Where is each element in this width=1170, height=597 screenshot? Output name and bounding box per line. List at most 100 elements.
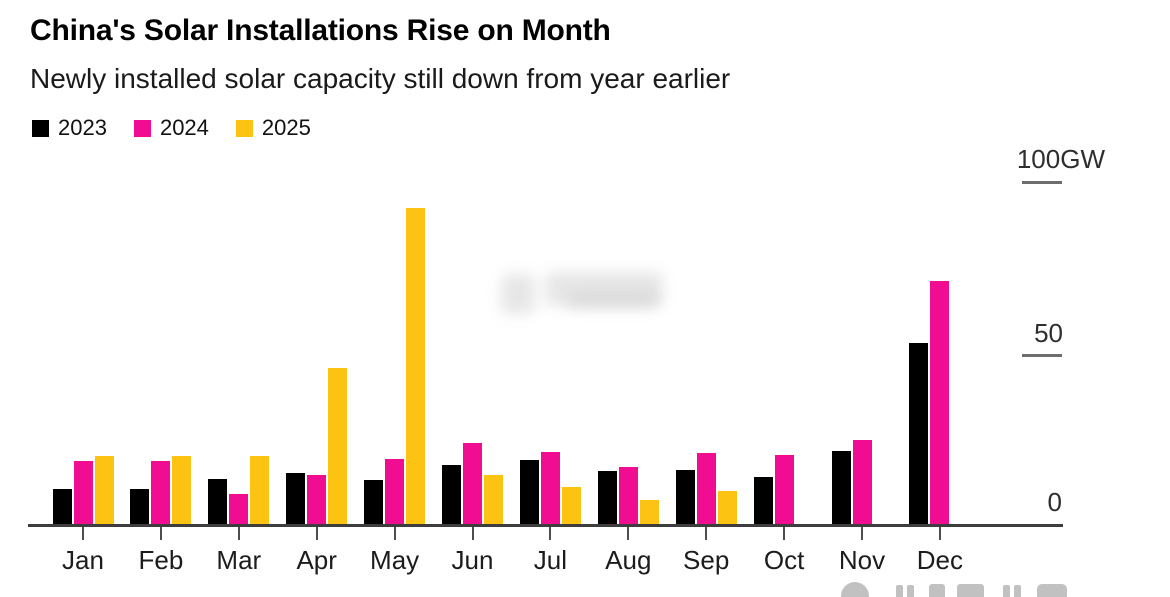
x-axis-tick-jul [549,527,552,540]
bar-2025-jan [94,456,114,524]
x-axis-tick-apr [315,527,318,540]
bar-2023-sep [675,470,695,524]
cropped-watermark-glyph [1014,585,1021,597]
bar-2024-sep [696,453,716,524]
bar-group-jan [52,456,114,524]
bar-2023-jul [519,460,539,524]
bar-2024-may [385,459,405,524]
bar-2023-may [364,480,384,524]
cropped-watermark-glyph [907,585,914,597]
bar-group-jul [519,452,581,524]
bar-group-apr [286,368,348,524]
y-axis-tick-50 [1022,354,1062,357]
x-axis-tick-nov [861,527,863,540]
bar-group-mar [208,456,270,524]
x-axis-label-mar: Mar [216,545,262,575]
bar-2025-sep [717,491,737,524]
y-axis-tick-100 [1022,181,1062,184]
bar-2025-aug [639,500,659,524]
x-axis-label-aug: Aug [605,545,652,575]
x-axis-baseline [28,524,1063,527]
bar-group-aug [597,467,659,524]
bar-2023-dec [909,343,929,524]
legend-item-2023: 2023 [32,115,107,141]
legend-swatch-2024 [133,119,151,137]
bar-2025-jul [561,487,581,524]
cropped-watermark [841,582,1076,597]
x-axis-tick-jan [82,527,84,540]
bar-2025-mar [250,456,270,524]
x-axis-label-oct: Oct [763,545,805,575]
bar-group-sep [675,453,737,524]
bar-group-feb [130,456,192,524]
bar-2023-aug [597,471,617,524]
legend-item-2025: 2025 [235,115,311,141]
bar-2023-jan [52,489,72,524]
bar-2024-aug [618,467,638,524]
x-axis-label-jul: Jul [533,545,568,575]
bar-2024-nov [852,440,872,524]
bar-2024-jul [540,452,560,524]
cropped-watermark-glyph [1003,585,1010,597]
bar-2023-nov [831,451,851,524]
bar-group-may [364,208,426,524]
bar-group-dec [909,281,970,524]
bar-group-nov [831,440,893,524]
x-axis-label-may: May [370,545,420,575]
cropped-watermark-glyph [929,584,945,597]
legend-label-2025: 2025 [261,115,311,140]
bar-2024-jan [73,461,93,524]
legend-label-2023: 2023 [58,115,107,140]
bar-2024-feb [151,461,171,524]
bar-2023-jun [442,465,461,524]
cropped-watermark-glyph [957,584,984,597]
bar-2025-apr [328,368,348,524]
bar-2023-mar [208,479,228,524]
y-axis-label-100gw: 100GW [1016,144,1105,174]
bar-2023-apr [286,473,306,524]
x-axis-tick-oct [783,527,786,540]
blurred-watermark-blob [545,272,663,306]
bar-2024-dec [930,281,950,524]
cropped-watermark-glyph [1037,584,1067,597]
legend: 2023 2024 2025 [32,115,311,141]
chart-title: China's Solar Installations Rise on Mont… [30,14,611,47]
bar-2024-apr [307,475,327,524]
bar-2024-mar [229,494,249,524]
x-axis-label-jan: Jan [62,545,104,575]
y-axis-label-50: 50 [1034,318,1063,348]
y-axis-label-0: 0 [1047,487,1062,517]
bar-2023-oct [753,477,773,524]
bar-2024-jun [463,443,482,524]
bar-group-oct [753,455,815,524]
bar-2025-feb [172,456,192,524]
blurred-watermark-blob [501,274,535,314]
x-axis-tick-sep [705,527,708,540]
bar-group-jun [442,443,503,524]
x-axis-tick-jun [471,527,474,540]
blurred-watermark [497,266,669,318]
x-axis-label-dec: Dec [916,545,964,575]
cropped-watermark-logo-circle [841,582,869,597]
x-axis-tick-dec [938,527,941,540]
x-axis-tick-feb [159,527,162,540]
bar-2023-feb [130,489,150,524]
x-axis-tick-aug [627,527,630,540]
chart-subtitle: Newly installed solar capacity still dow… [30,63,731,94]
blurred-watermark-blob [567,292,659,308]
x-axis-label-feb: Feb [138,545,184,575]
x-axis-label-nov: Nov [838,545,886,575]
x-axis-tick-may [393,527,396,540]
x-axis-tick-mar [237,527,240,540]
legend-label-2024: 2024 [159,115,209,140]
cropped-watermark-glyph [896,585,903,597]
legend-item-2024: 2024 [133,115,209,141]
legend-swatch-2023 [32,119,49,137]
x-axis-label-apr: Apr [296,545,337,575]
legend-swatch-2025 [235,119,253,137]
x-axis-label-sep: Sep [683,545,730,575]
bar-2024-oct [774,455,794,524]
bar-2025-may [406,208,426,524]
bar-2025-jun [484,475,503,524]
